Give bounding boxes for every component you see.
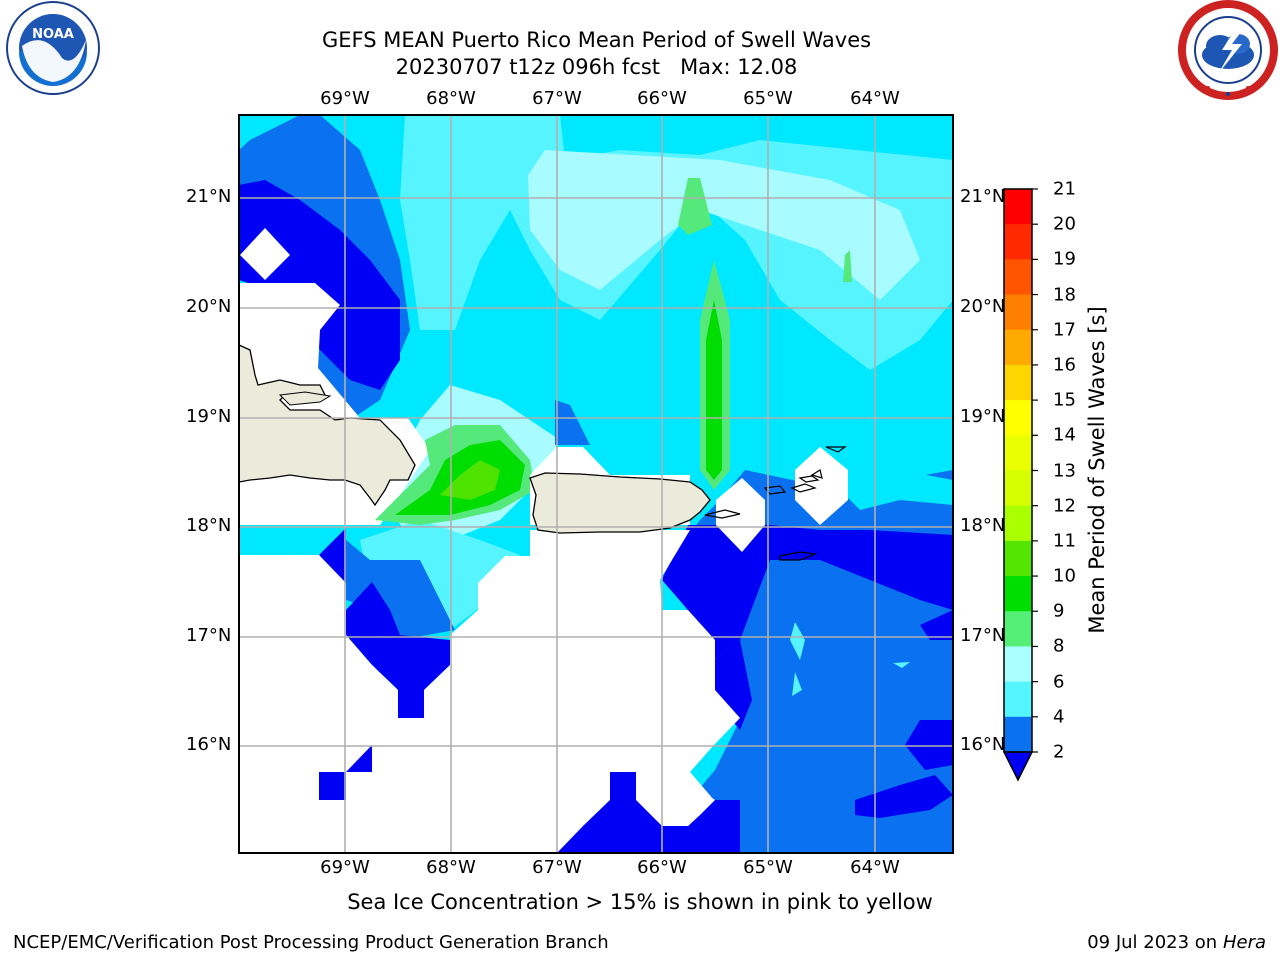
colorbar-tick-label: 13 <box>1053 460 1076 481</box>
colorbar-tick-label: 2 <box>1053 741 1065 763</box>
colorbar-tick-label: 17 <box>1053 319 1076 341</box>
colorbar-tick-label: 20 <box>1053 213 1076 235</box>
credit-host: Hera <box>1222 932 1266 953</box>
colorbar-tick-label: 8 <box>1053 635 1065 657</box>
noaa-logo-text: NOAA <box>32 27 74 42</box>
lon-label-bottom: 65°W <box>743 857 793 878</box>
colorbar-tick-label: 4 <box>1053 706 1065 728</box>
lat-label-left: 18°N <box>186 515 232 536</box>
colorbar-tick-label: 16 <box>1053 354 1076 376</box>
credit-date: 09 Jul 2023 on <box>1087 932 1223 953</box>
lon-label-bottom: 64°W <box>850 857 900 878</box>
map-frame <box>238 114 954 854</box>
sea-ice-note: Sea Ice Concentration > 15% is shown in … <box>347 890 933 914</box>
title-line-2: 20230707 t12z 096h fcst Max: 12.08 <box>395 55 798 79</box>
chart-title: GEFS MEAN Puerto Rico Mean Period of Swe… <box>0 27 1193 81</box>
lon-label-top: 67°W <box>532 88 582 109</box>
lat-label-right: 20°N <box>960 296 1006 317</box>
colorbar-tick-label: 12 <box>1053 495 1076 517</box>
noaa-logo-icon: NOAA <box>6 1 100 95</box>
lat-label-left: 21°N <box>186 186 232 207</box>
lat-label-right: 17°N <box>960 625 1006 646</box>
colorbar-tick-label: 21 <box>1053 178 1076 200</box>
land-hispaniola <box>239 344 416 507</box>
lon-label-top: 65°W <box>743 88 793 109</box>
credit-right: 09 Jul 2023 on Hera <box>1087 932 1266 953</box>
lat-label-right: 21°N <box>960 186 1006 207</box>
credit-left: NCEP/EMC/Verification Post Processing Pr… <box>13 932 609 953</box>
lat-label-left: 17°N <box>186 625 232 646</box>
lat-label-right: 18°N <box>960 515 1006 536</box>
lon-label-bottom: 68°W <box>426 857 476 878</box>
lon-label-top: 64°W <box>850 88 900 109</box>
lat-label-right: 16°N <box>960 734 1006 755</box>
colorbar-tick-label: 14 <box>1053 424 1076 446</box>
colorbar-tick-label: 10 <box>1053 565 1076 587</box>
lon-label-top: 66°W <box>637 88 687 109</box>
lon-label-bottom: 66°W <box>637 857 687 878</box>
colorbar-tick-label: 15 <box>1053 389 1076 411</box>
colorbar-tick-label: 18 <box>1053 284 1076 306</box>
lat-label-left: 16°N <box>186 734 232 755</box>
ocean-period-8-9 <box>528 150 920 300</box>
lon-label-top: 69°W <box>320 88 370 109</box>
lat-label-left: 20°N <box>186 296 232 317</box>
map-gridlines <box>239 115 953 853</box>
ocean-period-below-2 <box>239 180 400 390</box>
lon-label-bottom: 69°W <box>320 857 370 878</box>
colorbar-tick-label: 11 <box>1053 530 1076 552</box>
colorbar-label: Mean Period of Swell Waves [s] <box>1085 306 1109 634</box>
lat-label-right: 19°N <box>960 406 1006 427</box>
swell-period-11-12 <box>440 460 500 500</box>
national-weather-service-logo-icon <box>1178 0 1278 100</box>
lat-label-left: 19°N <box>186 406 232 427</box>
lon-label-bottom: 67°W <box>532 857 582 878</box>
lon-label-top: 68°W <box>426 88 476 109</box>
colorbar-tick-label: 19 <box>1053 248 1076 270</box>
title-line-1: GEFS MEAN Puerto Rico Mean Period of Swe… <box>321 28 872 52</box>
colorbar-tick-label: 6 <box>1053 671 1065 693</box>
contour-field <box>239 115 953 853</box>
colorbar-tick-label: 9 <box>1053 600 1065 622</box>
